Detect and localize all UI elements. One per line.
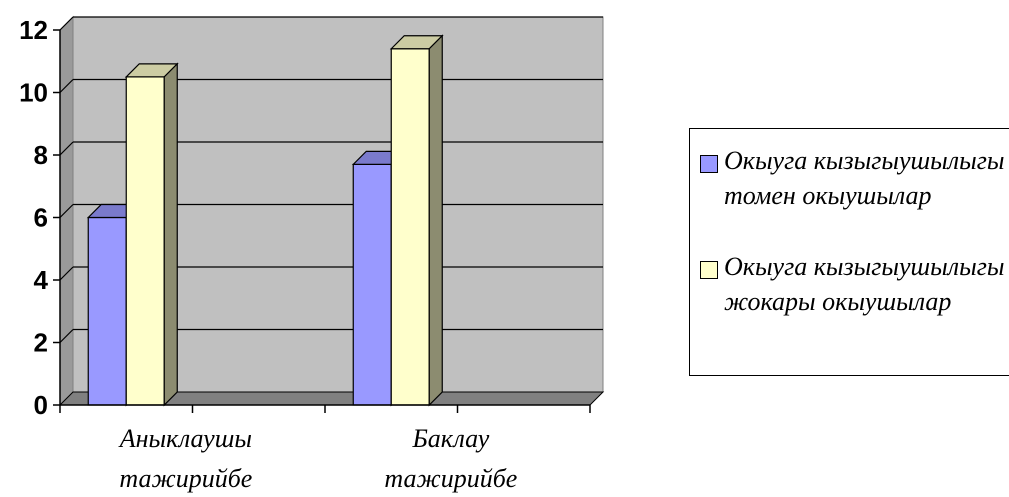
y-tick-label: 4 xyxy=(34,265,49,295)
gridline-side xyxy=(59,266,74,281)
gridline-side xyxy=(59,329,74,343)
legend-swatch-high xyxy=(700,261,718,279)
bar xyxy=(124,62,179,407)
gridline-side xyxy=(59,79,74,93)
y-tick-label: 0 xyxy=(34,390,48,420)
legend-item-low: Окыуга кызыгыушылыгы томен окыушылар xyxy=(700,143,1009,213)
y-tick-label: 2 xyxy=(34,328,48,358)
bar-front xyxy=(87,216,127,406)
x-tick-label: тажирийбе xyxy=(119,464,252,493)
gridline-side xyxy=(59,16,74,31)
x-tick-label: тажирийбе xyxy=(384,464,517,493)
legend-label-high: Окыуга кызыгыушылыгы жокары окыушылар xyxy=(724,252,1005,316)
x-axis: Аныклаушы тажирийбе Баклау тажирийбе xyxy=(59,404,591,493)
legend-swatch-low xyxy=(700,155,718,173)
bar-front xyxy=(390,48,430,406)
legend-label-low: Окыуга кызыгыушылыгы томен окыушылар xyxy=(724,146,1005,210)
y-tick-label: 10 xyxy=(19,78,48,108)
gridline-side xyxy=(59,204,74,218)
legend: Окыуга кызыгыушылыгы томен окыушылар Окы… xyxy=(689,128,1009,376)
bar-front xyxy=(352,163,392,406)
y-tick-label: 8 xyxy=(34,140,48,170)
y-axis: 0 2 4 6 8 10 12 xyxy=(19,15,61,420)
y-tick-label: 12 xyxy=(19,15,48,45)
gridline-side xyxy=(59,141,74,156)
legend-item-high: Окыуга кызыгыушылыгы жокары окыушылар xyxy=(700,249,1009,319)
x-tick-label: Баклау xyxy=(411,424,489,453)
x-tick-label: Аныклаушы xyxy=(118,424,252,453)
bar-front xyxy=(125,76,165,406)
bar-side xyxy=(428,34,443,407)
bars xyxy=(86,34,444,407)
y-tick-label: 6 xyxy=(34,203,48,233)
bar-side xyxy=(163,62,178,407)
bar xyxy=(389,34,444,407)
